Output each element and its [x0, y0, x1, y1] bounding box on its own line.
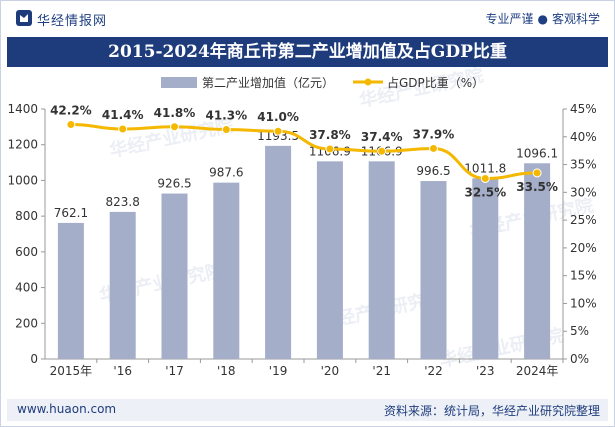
legend-bar-swatch: [161, 77, 197, 88]
bar-value-label: 926.5: [157, 177, 191, 191]
bar-value-label: 996.5: [416, 164, 450, 178]
x-tick-label: '23: [476, 364, 495, 378]
chart-canvas: 华经产业研究院华经产业研究院华经产业研究院华经产业研究院华经产业研究院华经产业研…: [7, 67, 597, 378]
ratio-value-label: 33.5%: [516, 180, 558, 194]
ratio-point: [325, 144, 335, 154]
bar: [161, 193, 188, 359]
x-tick-label: '22: [424, 364, 443, 378]
ratio-value-label: 37.8%: [309, 128, 351, 142]
ratio-point: [429, 143, 438, 153]
y-left-tick-label: 800: [15, 209, 38, 223]
x-tick-label: '16: [113, 364, 132, 378]
chart-title: 2015-2024年商丘市第二产业增加值及占GDP比重: [108, 42, 507, 62]
ratio-point: [377, 146, 387, 156]
ratio-point: [170, 122, 179, 132]
y-right-tick-label: 15%: [570, 269, 597, 283]
x-tick-label: 2024年: [516, 364, 559, 378]
ratio-point: [118, 124, 128, 134]
ratio-line: [70, 123, 538, 180]
ratio-point: [273, 126, 283, 136]
y-left-tick-label: 1000: [7, 173, 38, 187]
bar: [316, 161, 343, 359]
y-left-tick-label: 200: [15, 316, 38, 330]
ratio-value-label: 42.2%: [50, 104, 92, 118]
y-right-tick-label: 40%: [570, 130, 597, 144]
x-tick-label: '18: [217, 364, 236, 378]
ratio-value-label: 37.4%: [361, 130, 403, 144]
separator-dot-icon: ●: [537, 12, 548, 26]
slogan-tag-1: 专业严谨: [485, 12, 534, 26]
y-right-tick-label: 5%: [570, 324, 589, 338]
y-right-tick-label: 35%: [570, 158, 597, 172]
y-left-tick-label: 1200: [7, 138, 38, 152]
x-tick-label: 2015年: [50, 364, 93, 378]
y-right-tick-label: 20%: [570, 241, 597, 255]
bar-value-label: 823.8: [106, 195, 140, 209]
brand-name: 华经情报网: [37, 14, 108, 29]
bar: [265, 145, 292, 359]
ratio-value-label: 41.8%: [154, 106, 196, 120]
bar: [368, 161, 395, 359]
ratio-point: [221, 125, 231, 135]
title-bar: 2015-2024年商丘市第二产业增加值及占GDP比重: [7, 37, 608, 67]
bar-value-label: 1011.8: [464, 161, 506, 175]
bar: [472, 178, 499, 359]
legend-line-marker: [364, 78, 372, 86]
x-tick-label: '20: [321, 364, 340, 378]
ratio-point: [66, 120, 76, 130]
footer-bar: www.huaon.com 资料来源：统计局，华经产业研究院整理: [7, 399, 608, 421]
bar: [109, 211, 136, 359]
x-tick-label: '19: [269, 364, 288, 378]
ratio-value-label: 41.0%: [257, 110, 299, 124]
y-left-tick-label: 600: [15, 245, 38, 259]
bar: [213, 182, 240, 359]
y-right-tick-label: 0%: [570, 352, 589, 366]
bar-value-label: 762.1: [54, 206, 88, 220]
ratio-value-label: 41.3%: [205, 109, 247, 123]
ratio-point: [532, 168, 542, 178]
bar: [524, 163, 551, 359]
legend-bar-label: 第二产业增加值（亿元）: [202, 75, 334, 90]
bar-value-label: 987.6: [209, 166, 243, 180]
ratio-value-label: 41.4%: [102, 108, 144, 122]
huajing-logo-icon: [16, 10, 32, 26]
footer-source: 资料来源：统计局，华经产业研究院整理: [383, 404, 600, 418]
slogan-tag-2: 客观科学: [551, 12, 600, 26]
y-left-tick-label: 0: [30, 352, 38, 366]
bar: [57, 222, 84, 359]
bar: [420, 181, 447, 359]
ratio-point: [480, 173, 490, 183]
slogan: 专业严谨 ● 客观科学: [485, 10, 600, 27]
y-left-tick-label: 1400: [7, 102, 38, 116]
footer-url: www.huaon.com: [17, 402, 117, 416]
y-right-tick-label: 30%: [570, 185, 597, 199]
ratio-value-label: 32.5%: [464, 185, 506, 199]
y-left-tick-label: 400: [15, 281, 38, 295]
x-tick-label: '21: [372, 364, 391, 378]
y-right-tick-label: 45%: [570, 102, 597, 116]
x-tick-label: '17: [165, 364, 184, 378]
legend-line-label: 占GDP比重（%）: [387, 75, 484, 90]
ratio-value-label: 37.9%: [413, 127, 455, 141]
top-bar: 华经情报网 专业严谨 ● 客观科学: [1, 1, 614, 35]
bar-value-label: 1096.1: [516, 146, 558, 160]
y-right-tick-label: 10%: [570, 296, 597, 310]
y-right-tick-label: 25%: [570, 213, 597, 227]
